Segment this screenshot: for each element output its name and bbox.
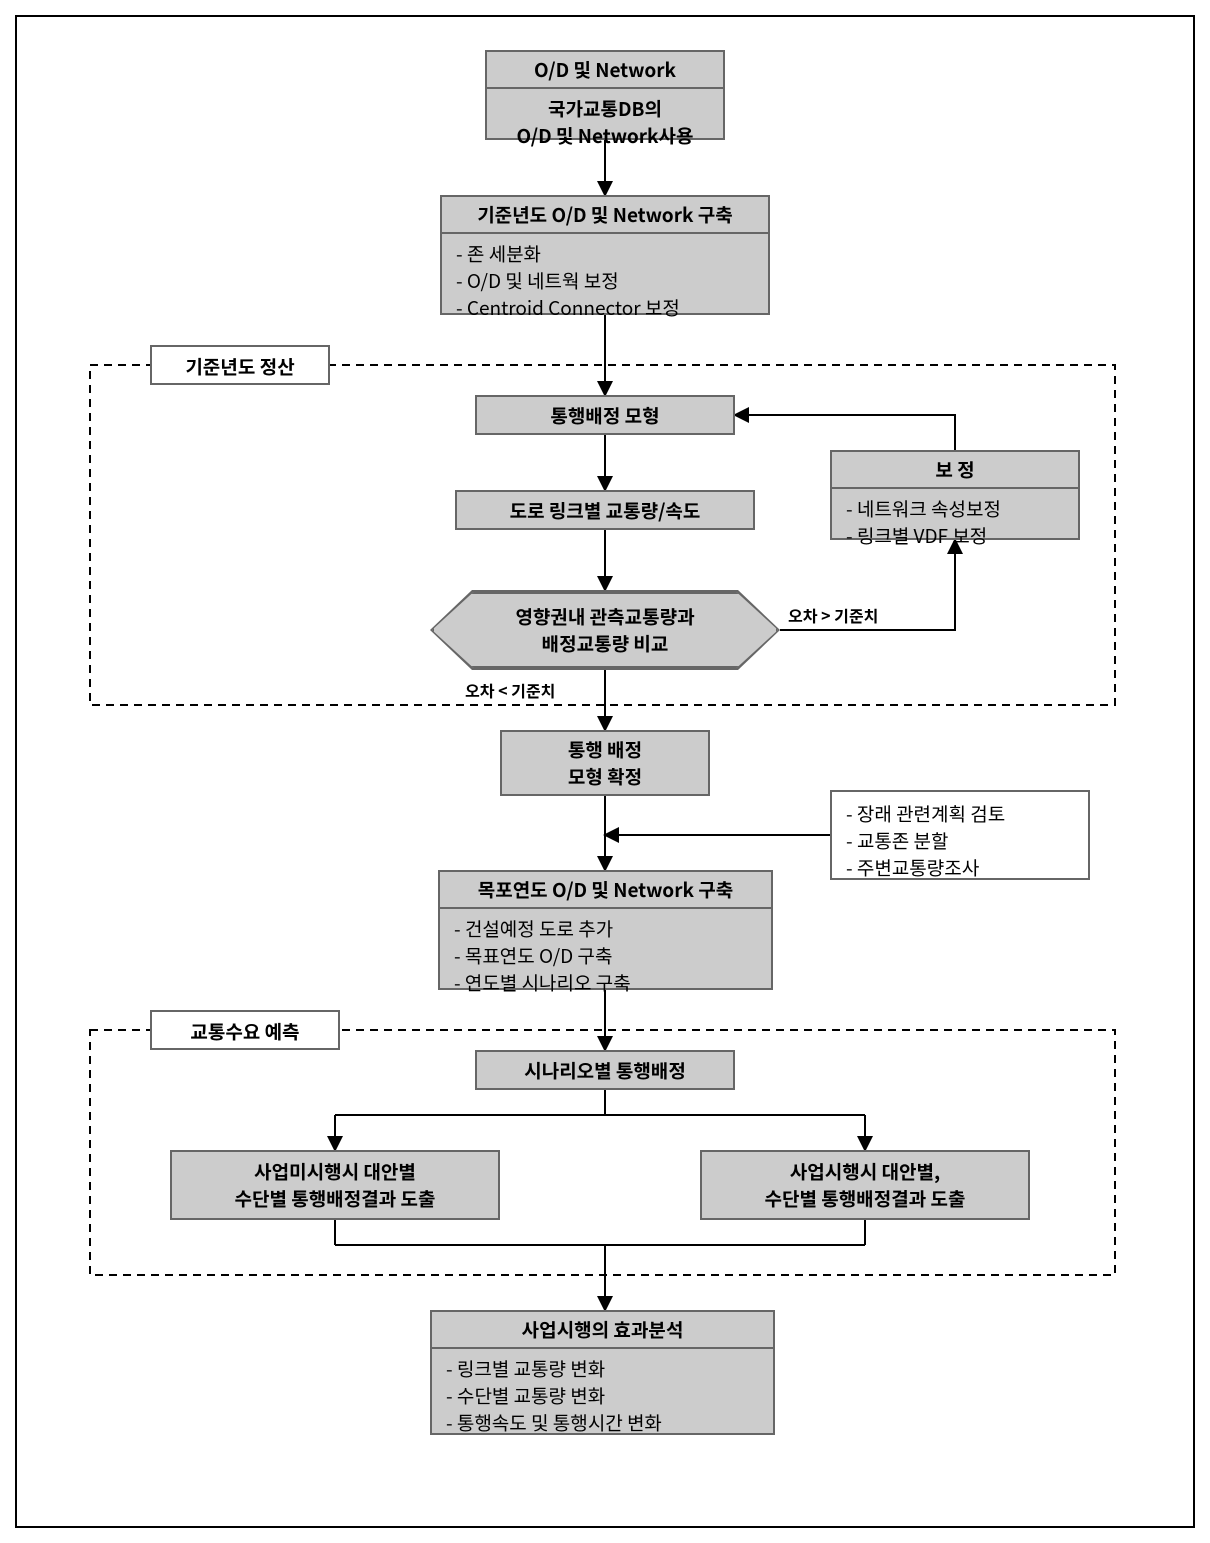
node-target-year-build: 목포연도 O/D 및 Network 구축 - 건설예정 도로 추가 - 목표연… — [438, 870, 773, 990]
node-decision-compare: 영향권내 관측교통량과 배정교통량 비교 — [432, 592, 778, 668]
node-scenario-assignment: 시나리오별 통행배정 — [475, 1050, 735, 1090]
node-no-project-result: 사업미시행시 대안별 수단별 통행배정결과 도출 — [170, 1150, 500, 1220]
node-body: 국가교통DB의 O/D 및 Network사용 — [487, 89, 723, 155]
node-with-project-result: 사업시행시 대안별, 수단별 통행배정결과 도출 — [700, 1150, 1030, 1220]
node-header: 목포연도 O/D 및 Network 구축 — [440, 872, 771, 909]
node-body: - 링크별 교통량 변화 - 수단별 교통량 변화 - 통행속도 및 통행시간 … — [432, 1349, 773, 1442]
node-header: 기준년도 O/D 및 Network 구축 — [442, 197, 768, 234]
node-od-network: O/D 및 Network 국가교통DB의 O/D 및 Network사용 — [485, 50, 725, 140]
node-body: - 존 세분화 - O/D 및 네트웍 보정 - Centroid Connec… — [442, 234, 768, 327]
section-label-calibration: 기준년도 정산 — [150, 345, 330, 385]
node-link-volume-speed: 도로 링크별 교통량/속도 — [455, 490, 755, 530]
node-model-finalize: 통행 배정 모형 확정 — [500, 730, 710, 796]
node-base-year-build: 기준년도 O/D 및 Network 구축 - 존 세분화 - O/D 및 네트… — [440, 195, 770, 315]
node-future-inputs: - 장래 관련계획 검토 - 교통존 분할 - 주변교통량조사 — [830, 790, 1090, 880]
edge-label-error-gt: 오차 > 기준치 — [788, 603, 878, 627]
edge-label-error-lt: 오차 < 기준치 — [465, 678, 555, 702]
node-body: - 네트워크 속성보정 - 링크별 VDF 보정 — [832, 489, 1078, 555]
node-header: O/D 및 Network — [487, 52, 723, 89]
node-header: 보 정 — [832, 452, 1078, 489]
node-header: 사업시행의 효과분석 — [432, 1312, 773, 1349]
node-correction: 보 정 - 네트워크 속성보정 - 링크별 VDF 보정 — [830, 450, 1080, 540]
section-label-forecast: 교통수요 예측 — [150, 1010, 340, 1050]
node-body: - 건설예정 도로 추가 - 목표연도 O/D 구축 - 연도별 시나리오 구축 — [440, 909, 771, 1002]
node-assignment-model: 통행배정 모형 — [475, 395, 735, 435]
node-effect-analysis: 사업시행의 효과분석 - 링크별 교통량 변화 - 수단별 교통량 변화 - 통… — [430, 1310, 775, 1435]
